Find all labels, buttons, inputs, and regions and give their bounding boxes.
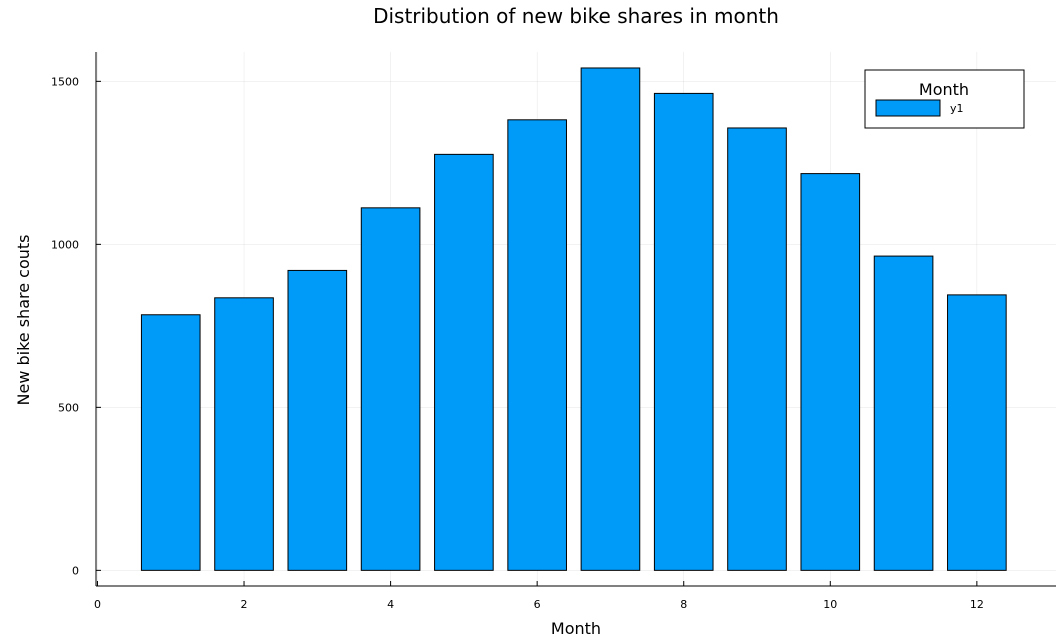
bars-group [140, 67, 1007, 571]
x-tick-label: 12 [970, 598, 984, 611]
legend-label: y1 [950, 102, 964, 115]
bar [287, 269, 348, 571]
bar [800, 173, 861, 571]
legend: Month y1 [864, 69, 1025, 129]
legend-box [864, 69, 1025, 129]
x-tick-label: 8 [680, 598, 687, 611]
bar [580, 67, 641, 571]
y-tick-label: 500 [58, 401, 79, 414]
legend-swatch [875, 99, 941, 117]
bar [507, 119, 567, 571]
chart-title: Distribution of new bike shares in month [373, 4, 779, 28]
bar [360, 207, 421, 571]
x-tick-label: 10 [823, 598, 837, 611]
x-tick-label: 4 [387, 598, 394, 611]
legend-title: Month [919, 80, 969, 99]
bar [434, 153, 494, 571]
x-axis-label: Month [551, 619, 601, 638]
x-tick-label: 6 [534, 598, 541, 611]
bar [214, 297, 274, 571]
x-tick-label: 2 [241, 598, 248, 611]
bar [140, 314, 201, 571]
bar [727, 127, 787, 571]
y-ticks: 0 500 1000 1500 [51, 75, 101, 577]
axes [95, 52, 1056, 587]
y-tick-label: 1500 [51, 75, 79, 88]
bar [873, 255, 934, 571]
y-tick-label: 1000 [51, 238, 79, 251]
y-tick-label: 0 [72, 564, 79, 577]
bar [653, 92, 714, 571]
bar [947, 294, 1007, 571]
x-tick-label: 0 [94, 598, 101, 611]
x-ticks: 0 2 4 6 8 10 12 [94, 581, 984, 611]
y-axis-label: New bike share couts [14, 235, 33, 406]
